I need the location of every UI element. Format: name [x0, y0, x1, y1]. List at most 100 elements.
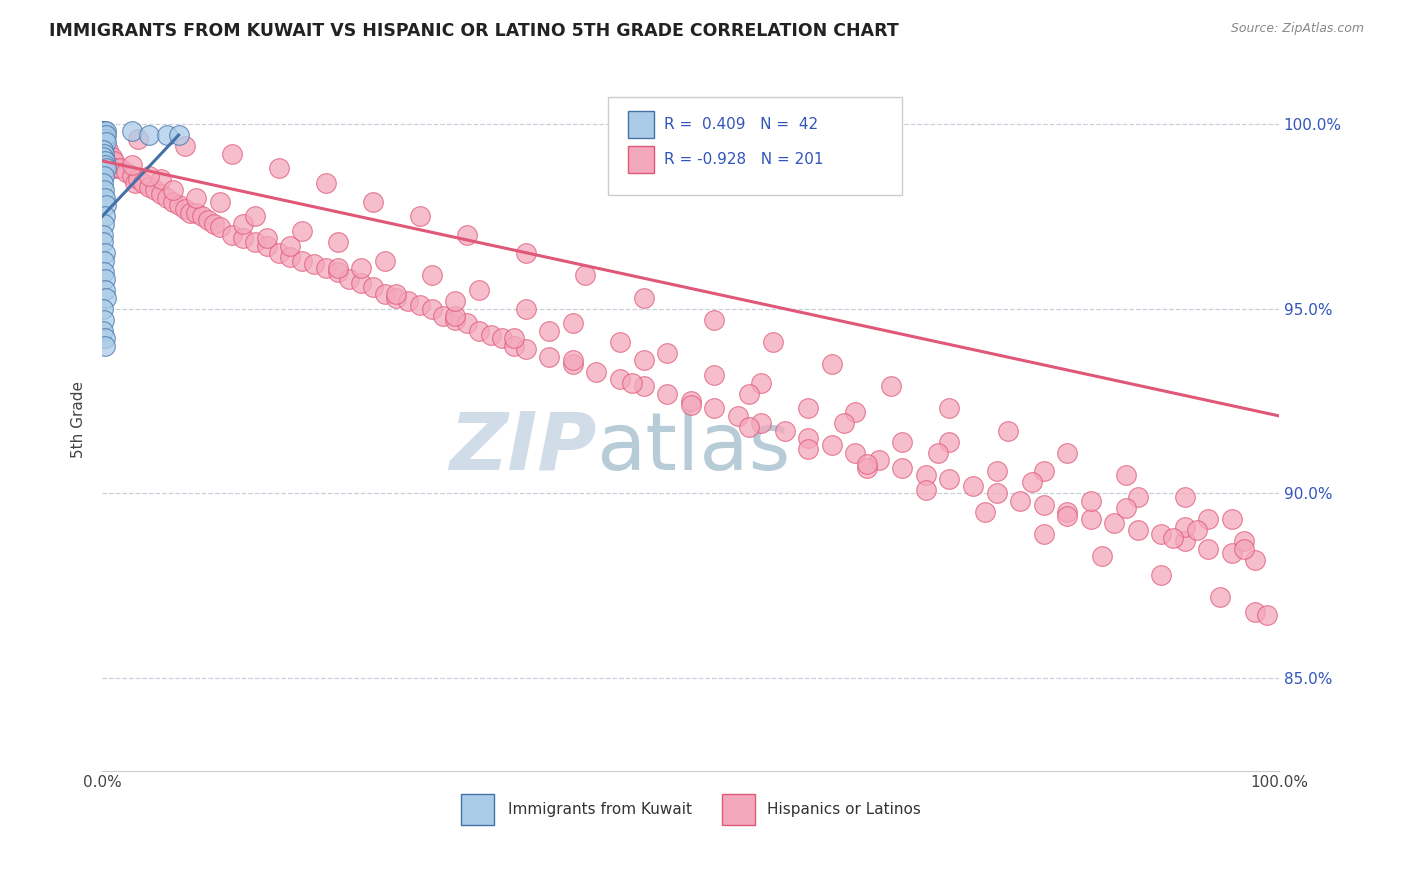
Point	[91, 150, 114, 164]
Point	[1161, 531, 1184, 545]
Point	[93, 301, 115, 316]
Point	[94, 331, 117, 345]
Point	[94, 124, 117, 138]
Point	[503, 331, 526, 345]
Point	[374, 253, 396, 268]
Point	[1197, 541, 1219, 556]
Point	[515, 343, 537, 357]
Point	[93, 227, 115, 242]
Point	[479, 327, 502, 342]
Point	[797, 442, 820, 456]
Point	[173, 139, 195, 153]
Point	[468, 283, 491, 297]
Point	[938, 401, 960, 416]
Point	[832, 416, 855, 430]
Point	[773, 424, 796, 438]
Point	[609, 372, 631, 386]
Point	[538, 350, 561, 364]
Point	[108, 161, 131, 176]
Point	[409, 210, 432, 224]
Point	[94, 246, 117, 260]
Point	[93, 128, 115, 142]
Point	[93, 146, 115, 161]
Point	[1256, 608, 1278, 623]
Point	[91, 324, 114, 338]
Point	[962, 479, 984, 493]
Point	[91, 132, 114, 146]
Point	[103, 153, 125, 168]
Point	[326, 235, 349, 250]
Point	[561, 357, 583, 371]
Point	[350, 261, 373, 276]
Point	[1080, 493, 1102, 508]
Point	[385, 287, 408, 301]
Point	[1197, 512, 1219, 526]
Point	[202, 217, 225, 231]
Point	[409, 298, 432, 312]
Point	[197, 213, 219, 227]
Point	[221, 146, 243, 161]
Point	[1174, 534, 1197, 549]
Point	[703, 401, 725, 416]
Point	[93, 136, 115, 150]
Point	[456, 317, 478, 331]
Point	[91, 235, 114, 250]
Point	[633, 291, 655, 305]
Point	[94, 283, 117, 297]
Point	[420, 301, 443, 316]
Point	[762, 334, 785, 349]
Point	[1126, 490, 1149, 504]
Point	[361, 279, 384, 293]
Point	[679, 398, 702, 412]
Point	[93, 143, 115, 157]
Point	[243, 235, 266, 250]
Point	[821, 438, 844, 452]
Text: R =  0.409   N =  42: R = 0.409 N = 42	[664, 117, 818, 132]
Text: Source: ZipAtlas.com: Source: ZipAtlas.com	[1230, 22, 1364, 36]
Text: ZIP: ZIP	[449, 409, 596, 487]
Point	[374, 287, 396, 301]
Point	[93, 265, 115, 279]
Point	[561, 353, 583, 368]
Point	[94, 161, 117, 176]
Point	[94, 132, 117, 146]
Point	[538, 324, 561, 338]
Point	[105, 161, 128, 176]
Point	[138, 179, 160, 194]
Point	[844, 446, 866, 460]
Point	[856, 460, 879, 475]
Text: IMMIGRANTS FROM KUWAIT VS HISPANIC OR LATINO 5TH GRADE CORRELATION CHART: IMMIGRANTS FROM KUWAIT VS HISPANIC OR LA…	[49, 22, 898, 40]
Point	[93, 184, 115, 198]
Point	[124, 176, 146, 190]
Point	[1102, 516, 1125, 530]
Point	[1220, 545, 1243, 559]
Point	[221, 227, 243, 242]
Point	[143, 184, 166, 198]
Point	[503, 339, 526, 353]
Point	[114, 165, 136, 179]
Point	[127, 172, 149, 186]
Point	[232, 231, 254, 245]
Point	[749, 416, 772, 430]
Point	[797, 431, 820, 445]
Point	[94, 136, 117, 150]
FancyBboxPatch shape	[628, 112, 654, 138]
Point	[444, 294, 467, 309]
Point	[1174, 490, 1197, 504]
Point	[127, 132, 149, 146]
Point	[337, 272, 360, 286]
Point	[361, 194, 384, 209]
Point	[997, 424, 1019, 438]
Point	[291, 224, 314, 238]
Point	[797, 401, 820, 416]
Point	[986, 486, 1008, 500]
Point	[915, 467, 938, 482]
Point	[93, 339, 115, 353]
FancyBboxPatch shape	[609, 96, 903, 194]
Text: atlas: atlas	[596, 409, 790, 487]
Point	[267, 161, 290, 176]
Point	[1244, 605, 1267, 619]
Point	[150, 187, 173, 202]
Point	[515, 301, 537, 316]
Point	[1091, 549, 1114, 564]
